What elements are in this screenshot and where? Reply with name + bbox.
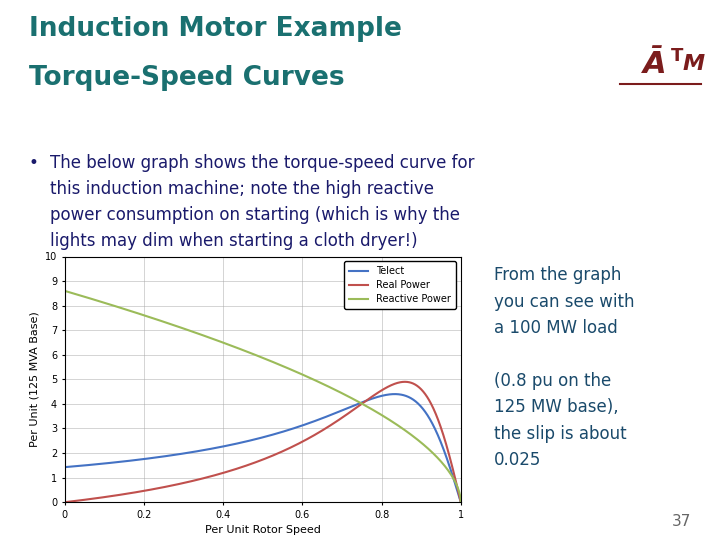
Reactive Power: [377, 411, 385, 418]
Text: Induction Motor Example: Induction Motor Example: [29, 16, 402, 42]
Telect: [390, 391, 399, 397]
Reactive Power: [60, 288, 69, 294]
Text: From the graph
you can see with
a 100 MW load

(0.8 pu on the
125 MW base),
the : From the graph you can see with a 100 MW…: [494, 266, 635, 469]
Y-axis label: Per Unit (125 MVA Base): Per Unit (125 MVA Base): [30, 312, 40, 447]
Real Power: [220, 469, 229, 476]
Text: 37: 37: [672, 514, 691, 529]
Text: Ā: Ā: [644, 50, 667, 79]
Telect: [369, 395, 378, 401]
Text: Torque-Speed Curves: Torque-Speed Curves: [29, 65, 344, 91]
Reactive Power: [369, 407, 378, 414]
Reactive Power: [220, 340, 229, 347]
Text: this induction machine; note the high reactive: this induction machine; note the high re…: [50, 180, 434, 198]
Telect: [60, 464, 69, 470]
Real Power: [235, 465, 243, 471]
Telect: [220, 443, 229, 449]
Real Power: [377, 388, 385, 394]
Reactive Power: [101, 300, 109, 306]
Line: Reactive Power: Reactive Power: [65, 291, 461, 502]
Real Power: [101, 494, 109, 500]
Telect: [101, 460, 109, 467]
Telect: [333, 409, 341, 416]
Text: The below graph shows the torque-speed curve for: The below graph shows the torque-speed c…: [50, 154, 475, 172]
Telect: [235, 440, 243, 446]
Line: Telect: Telect: [65, 394, 461, 502]
Reactive Power: [333, 387, 341, 394]
Text: T: T: [671, 47, 683, 65]
Real Power: [333, 418, 341, 424]
Reactive Power: [235, 346, 243, 352]
Telect: [377, 393, 385, 399]
Real Power: [456, 499, 465, 505]
Reactive Power: [456, 499, 465, 505]
Text: power consumption on starting (which is why the: power consumption on starting (which is …: [50, 206, 460, 224]
Text: •: •: [29, 154, 39, 172]
Real Power: [60, 499, 69, 505]
Line: Real Power: Real Power: [65, 382, 461, 502]
Real Power: [400, 379, 409, 385]
Real Power: [369, 392, 378, 399]
Text: lights may dim when starting a cloth dryer!): lights may dim when starting a cloth dry…: [50, 232, 418, 249]
Telect: [456, 499, 465, 505]
X-axis label: Per Unit Rotor Speed: Per Unit Rotor Speed: [205, 525, 320, 535]
Text: M: M: [683, 54, 705, 75]
Legend: Telect, Real Power, Reactive Power: Telect, Real Power, Reactive Power: [344, 261, 456, 309]
